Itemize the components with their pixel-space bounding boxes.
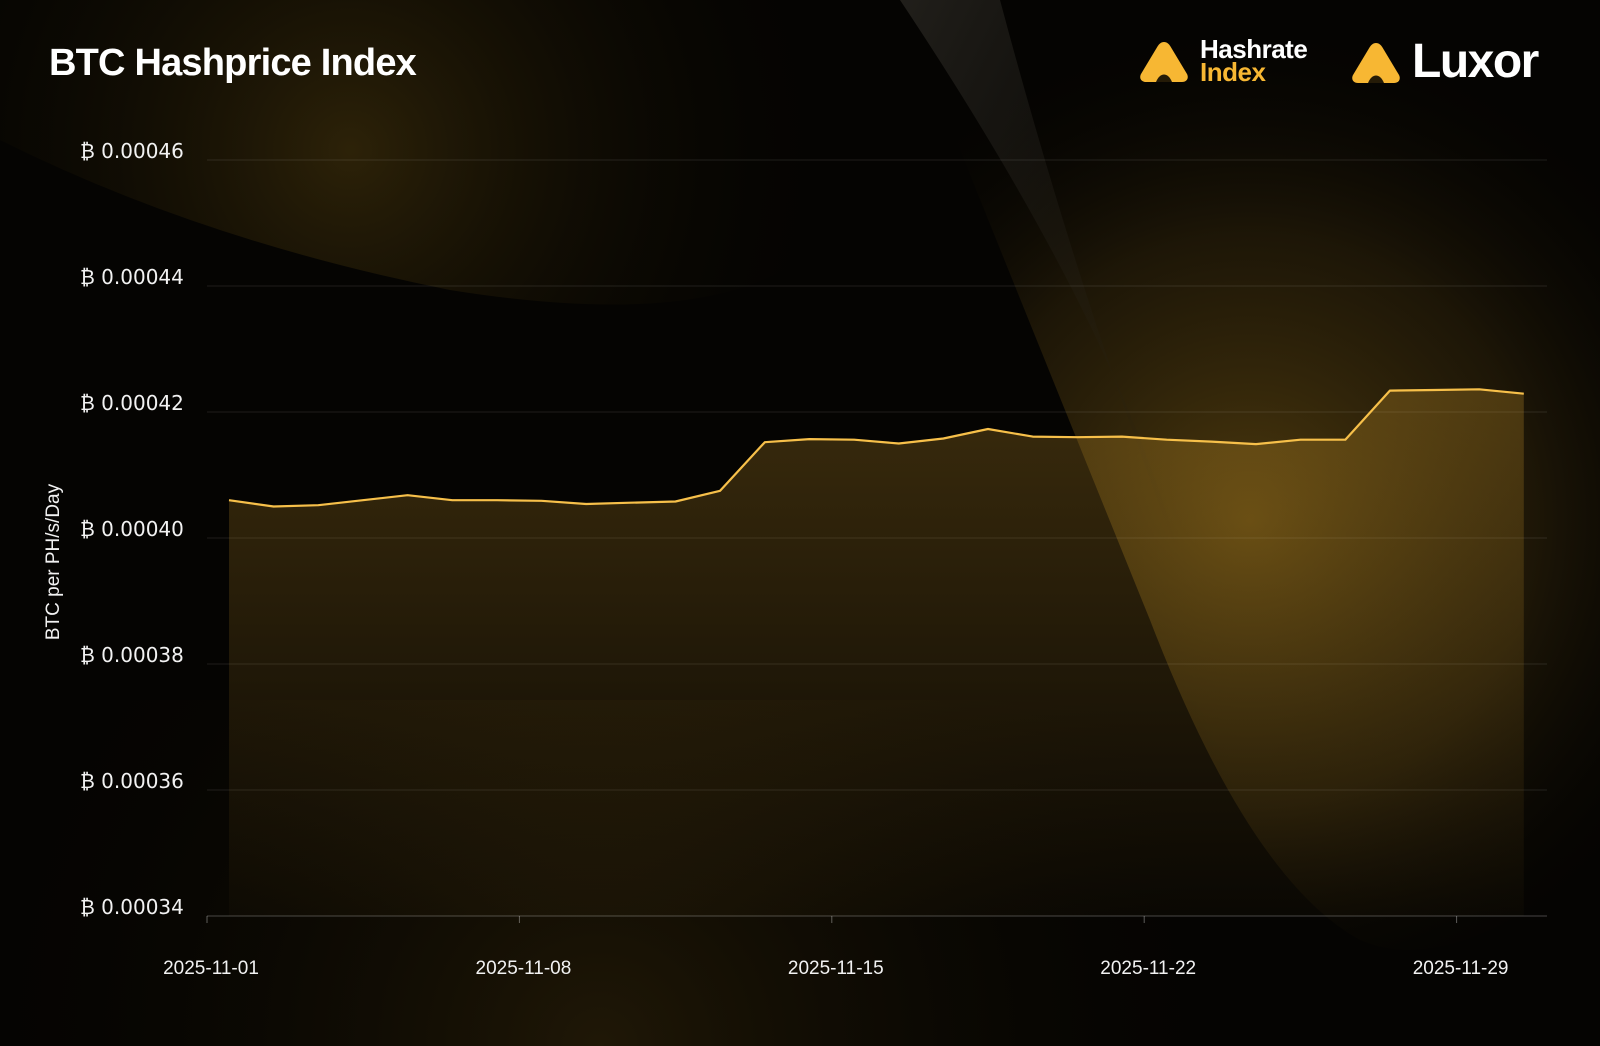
hashrate-index-icon [1140, 42, 1188, 82]
y-tick-label: ₿ 0.00046 [80, 139, 184, 163]
y-tick-label: ₿ 0.00036 [80, 769, 184, 793]
page-title: BTC Hashprice Index [49, 42, 417, 84]
x-tick-label: 2025-11-22 [1100, 958, 1196, 979]
y-tick-label: ₿ 0.00042 [80, 391, 184, 415]
series-line [228, 388, 1524, 508]
y-tick-label: ₿ 0.00034 [80, 895, 184, 919]
hashrate-index-logo: Hashrate Index [1138, 34, 1308, 87]
x-tick-label: 2025-11-29 [1413, 958, 1509, 979]
luxor-wordmark: Luxor [1412, 35, 1539, 88]
y-tick-label: ₿ 0.00038 [80, 643, 184, 667]
y-tick-label: ₿ 0.00044 [80, 265, 184, 289]
hashrate-logo-line2: Index [1200, 57, 1266, 87]
x-tick-label: 2025-11-08 [476, 958, 572, 979]
y-tick-label: ₿ 0.00040 [80, 517, 184, 541]
luxor-logo: Luxor [1350, 35, 1539, 88]
luxor-icon [1352, 43, 1400, 83]
x-tick-label: 2025-11-01 [163, 958, 259, 979]
x-tick-label: 2025-11-15 [788, 958, 884, 979]
y-axis-label: BTC per PH/s/Day [43, 483, 64, 641]
hashrate-logo-line1: Hashrate [1200, 34, 1308, 64]
series-area [229, 389, 1524, 916]
